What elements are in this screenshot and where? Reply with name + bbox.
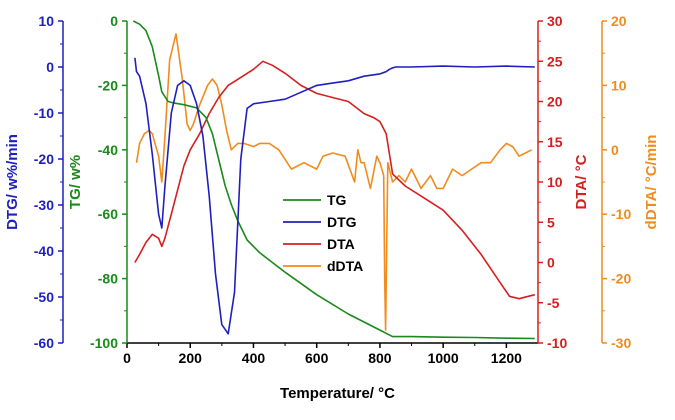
dtg-tick-label: 0 — [46, 59, 54, 75]
tg-tick-label: -40 — [98, 142, 118, 158]
legend-label-ddta: dDTA — [327, 258, 363, 274]
series-line-dtg — [134, 57, 535, 335]
dtg-tick-label: -40 — [34, 243, 54, 259]
dta-tick-label: 10 — [547, 174, 563, 190]
dtg-tick-label: 10 — [38, 13, 54, 29]
dtg-tick-label: -20 — [34, 151, 54, 167]
x-tick-label: 0 — [123, 350, 131, 366]
dta-tick-label: -5 — [547, 295, 560, 311]
dta-tick-label: 0 — [547, 255, 555, 271]
dta-tick-label: 30 — [547, 13, 563, 29]
ddta-tick-label: -20 — [611, 271, 631, 287]
dtg-tick-label: -10 — [34, 105, 54, 121]
legend-label-dtg: DTG — [327, 214, 357, 230]
ddta-tick-label: 0 — [611, 142, 619, 158]
ddta-tick-label: -30 — [611, 335, 631, 351]
ddta-tick-label: 10 — [611, 77, 627, 93]
dta-axis-title: DTA/ °C — [573, 154, 590, 209]
x-tick-label: 1000 — [428, 350, 459, 366]
dtg-tick-label: -50 — [34, 289, 54, 305]
x-tick-label: 1200 — [491, 350, 522, 366]
tg-tick-label: -60 — [98, 206, 118, 222]
tg-tick-label: -20 — [98, 77, 118, 93]
dta-tick-label: -10 — [547, 335, 567, 351]
dtg-tick-label: -60 — [34, 335, 54, 351]
series-line-tg — [132, 20, 535, 340]
dtg-tick-label: -30 — [34, 197, 54, 213]
tg-tick-label: -100 — [90, 335, 118, 351]
x-tick-label: 800 — [368, 350, 392, 366]
tg-axis-title: TG/ w% — [67, 155, 84, 209]
legend: TG DTG DTA dDTA — [283, 192, 363, 274]
x-tick-label: 600 — [305, 350, 329, 366]
tg-tick-label: -80 — [98, 271, 118, 287]
dtg-axis-title: DTG/ w%/min — [4, 134, 21, 230]
series-line-dta — [134, 60, 535, 300]
ddta-tick-label: 20 — [611, 13, 627, 29]
x-tick-label: 400 — [242, 350, 266, 366]
dta-tick-label: 15 — [547, 134, 563, 150]
dta-tick-label: 25 — [547, 53, 563, 69]
series-layer — [132, 20, 535, 340]
ddta-axis-title: dDTA/ °C/min — [643, 135, 660, 230]
x-axis-title: Temperature/ °C — [280, 385, 395, 402]
series-line-ddta — [135, 33, 533, 331]
x-tick-label: 200 — [179, 350, 203, 366]
legend-label-tg: TG — [327, 192, 347, 208]
dta-tick-label: 20 — [547, 94, 563, 110]
ddta-tick-label: -10 — [611, 206, 631, 222]
tg-tick-label: 0 — [110, 13, 118, 29]
dta-tick-label: 5 — [547, 214, 555, 230]
legend-label-dta: DTA — [327, 236, 355, 252]
